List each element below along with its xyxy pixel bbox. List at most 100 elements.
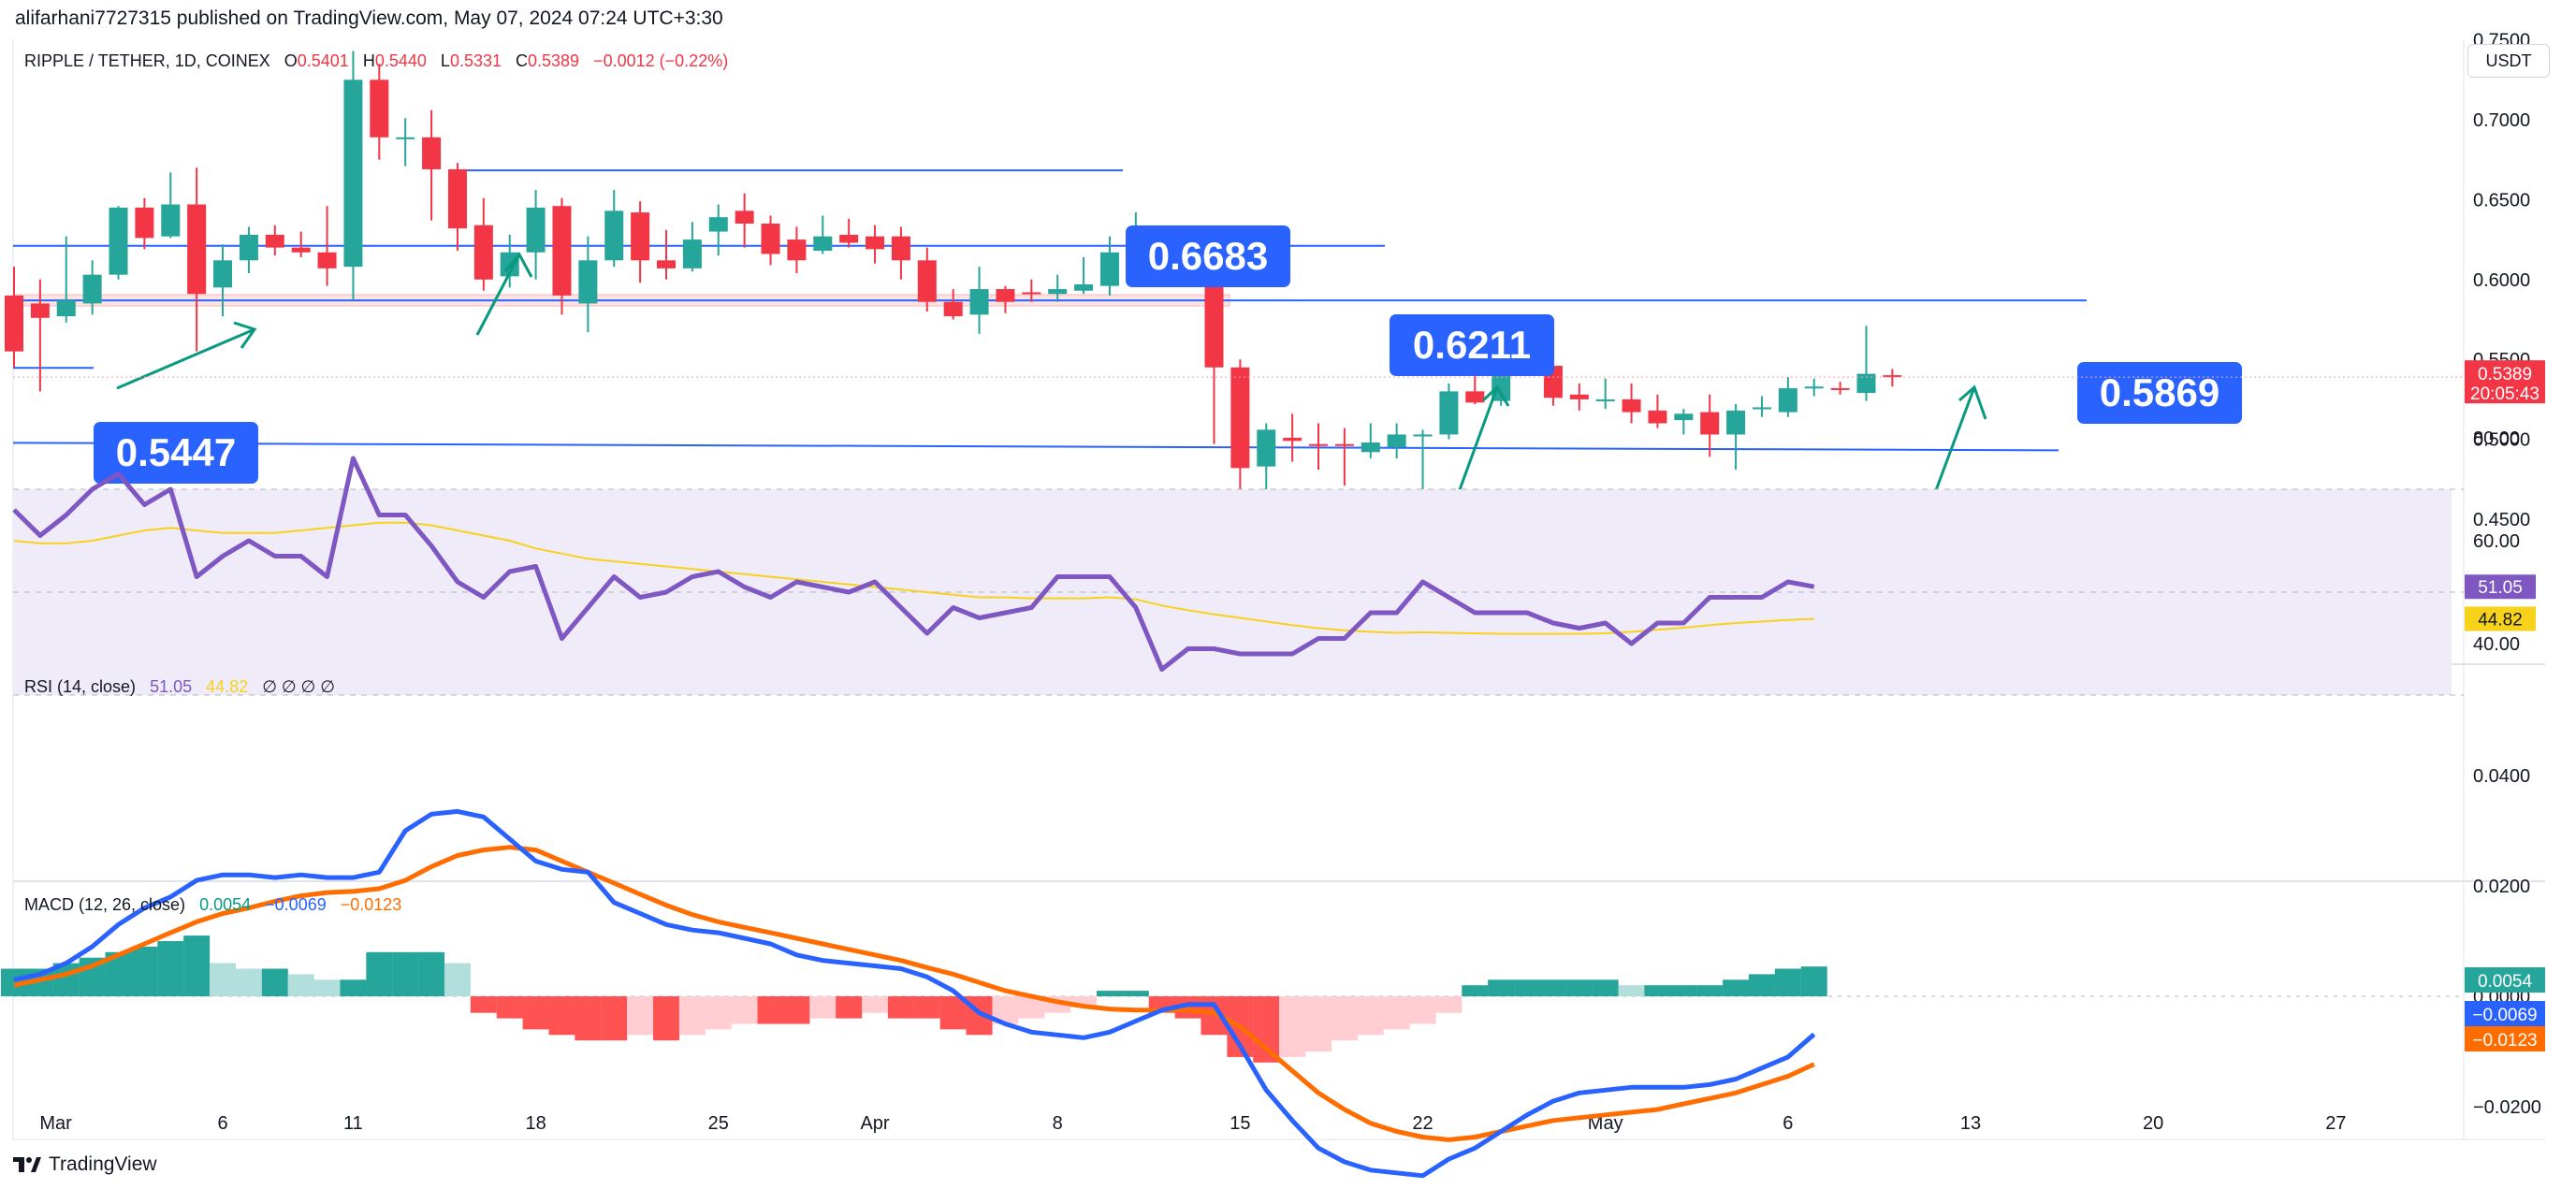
macd-histogram-bar [1618, 985, 1645, 996]
price-axis-tick-label: 0.5000 [2473, 430, 2530, 451]
time-axis-tick-label: Mar [39, 1113, 72, 1134]
macd-histogram-bar [862, 996, 889, 1013]
time-axis-tick-label: 27 [2325, 1113, 2346, 1134]
macd-histogram-bar [809, 996, 837, 1019]
macd-histogram-bar [1018, 996, 1045, 1019]
currency-button[interactable]: USDT [2467, 44, 2550, 78]
candle-body [109, 207, 128, 275]
macd-axis-tick-label: −0.0200 [2473, 1097, 2541, 1118]
tradingview-mark-icon [13, 1157, 41, 1172]
bar-countdown-label: 20:05:43 [2470, 384, 2540, 404]
macd-line [13, 808, 1816, 1179]
rsi-line [12, 456, 1815, 672]
rsi-axis-tick-label: 60.00 [2473, 531, 2520, 552]
candle-body [473, 225, 493, 280]
macd-histogram-label-box [2465, 967, 2545, 993]
macd-histogram-label: 0.0054 [2478, 972, 2533, 992]
macd-histogram-bar [1383, 996, 1410, 1030]
macd-line-label-box [2465, 1001, 2545, 1026]
macd-histogram-bar [1435, 996, 1463, 1013]
annotation-arrowhead [233, 321, 257, 349]
macd-histogram-bar [1774, 968, 1801, 996]
candle-body [291, 247, 311, 253]
price-axis-tick-label: 0.6500 [2473, 190, 2530, 210]
last-price-label: 0.5389 [2478, 365, 2532, 384]
candle-body [1830, 387, 1850, 390]
macd-histogram-bar [1723, 979, 1750, 996]
candle-body [1099, 252, 1119, 286]
macd-histogram-value: 0.0054 [199, 895, 252, 914]
candle-body [1804, 386, 1824, 389]
macd-histogram-bar [939, 996, 967, 1030]
macd-histogram-bar [548, 996, 575, 1036]
candle-body [1204, 263, 1224, 368]
candle-body [82, 274, 102, 304]
candle-body [1856, 373, 1876, 394]
macd-histogram-bar [366, 951, 393, 996]
rsi-ma-label: 44.82 [2478, 610, 2523, 630]
macd-histogram-bar [1514, 979, 1541, 996]
candle-body [1883, 375, 1902, 378]
time-axis-tick-label: 15 [1230, 1113, 1250, 1134]
macd-value: −0.0069 [265, 895, 327, 914]
candle-body [996, 289, 1015, 302]
time-axis-tick-label: 6 [217, 1113, 227, 1134]
macd-signal-label: −0.0123 [2472, 1031, 2537, 1051]
tradingview-wordmark: TradingView [49, 1153, 157, 1175]
candle-body [1309, 443, 1328, 446]
level-label-text-0.6211: 0.6211 [1413, 323, 1531, 367]
macd-axis-tick-label: 0.0400 [2473, 766, 2530, 787]
level-label-box-0.5447 [94, 422, 258, 484]
macd-histogram-bar [1305, 996, 1332, 1051]
rsi-value-label: 51.05 [2478, 578, 2523, 598]
macd-histogram-bar [1748, 974, 1775, 996]
macd-histogram-bar [1279, 996, 1306, 1057]
candle-body [1648, 410, 1667, 424]
annotation-arrow-line [475, 254, 521, 336]
time-axis-tick-label: 20 [2143, 1113, 2163, 1134]
candle-body [735, 210, 754, 225]
candle-body [1257, 429, 1276, 467]
macd-histogram-bar [1670, 985, 1697, 996]
macd-histogram-bar [678, 996, 706, 1036]
level-label-text-0.5869: 0.5869 [2100, 370, 2219, 414]
candle-body [1283, 437, 1303, 442]
macd-histogram-bar [1488, 979, 1515, 996]
symbol-legend: RIPPLE / TETHER, 1D, COINEX O0.5401 H0.5… [24, 51, 737, 71]
rsi-title: RSI (14, close) [24, 677, 137, 696]
candle-body [370, 80, 389, 138]
close-label: C [516, 51, 529, 70]
candle-body [1361, 442, 1380, 453]
macd-title: MACD (12, 26, close) [24, 895, 186, 914]
macd-line-label: −0.0069 [2472, 1006, 2537, 1025]
candle-body [813, 236, 833, 252]
macd-histogram-bar [1331, 996, 1358, 1041]
macd-histogram-bar [627, 996, 654, 1036]
annotation-arrowhead [503, 252, 533, 278]
macd-histogram-bar [496, 996, 523, 1019]
macd-histogram-bar [1253, 996, 1280, 1063]
time-axis-tick-label: 13 [1960, 1113, 1981, 1134]
macd-histogram-bar [1565, 979, 1593, 996]
candle-body [343, 80, 363, 268]
macd-histogram-bar [522, 996, 549, 1030]
price-axis-tick-label: 0.4500 [2473, 510, 2530, 530]
time-axis-tick-label: 22 [1412, 1113, 1433, 1134]
macd-histogram-bar [836, 996, 863, 1019]
symbol-name: RIPPLE / TETHER, 1D, COINEX [24, 51, 270, 70]
macd-histogram-bar [1096, 991, 1123, 996]
annotation-arrowhead [1958, 384, 1987, 420]
time-axis-tick-label: Apr [860, 1113, 889, 1134]
macd-histogram-bar [1357, 996, 1384, 1036]
candle-body [1048, 289, 1068, 295]
macd-histogram-bar [1696, 985, 1724, 996]
candle-body [1074, 283, 1094, 291]
high-label: H [362, 51, 375, 70]
candle-body [1622, 399, 1641, 413]
price-axis-tick-label: 0.7000 [2473, 110, 2530, 131]
candle-body [30, 303, 50, 318]
time-axis-tick-label: 11 [343, 1113, 363, 1134]
macd-histogram-bar [470, 996, 497, 1013]
candle-body [943, 301, 963, 317]
